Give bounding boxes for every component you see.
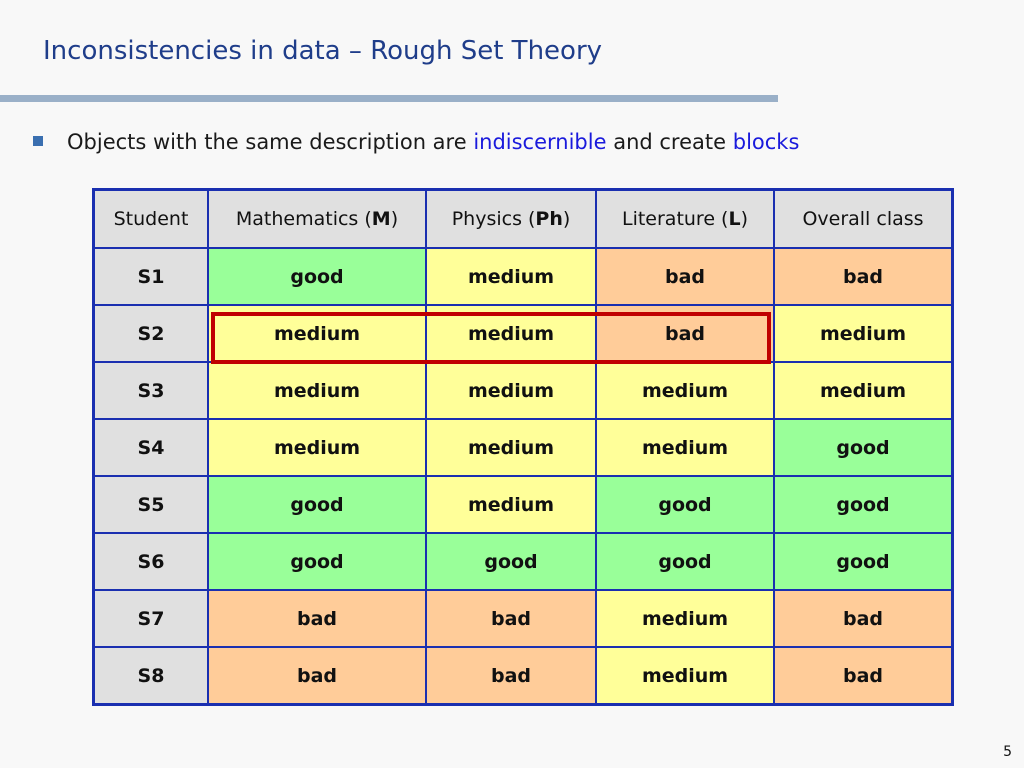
header-physics-label: Physics ( <box>451 208 536 230</box>
table-header-row: Student Mathematics (M) Physics (Ph) Lit… <box>92 188 954 249</box>
grade-cell: medium <box>207 361 427 420</box>
header-literature: Literature (L) <box>595 188 775 249</box>
table-row: S6 good good good good <box>92 532 954 591</box>
student-id-cell: S5 <box>92 475 209 534</box>
bullet-text-middle: and create <box>606 130 733 154</box>
grade-cell: medium <box>595 646 775 706</box>
grade-cell: good <box>207 247 427 306</box>
grade-cell: medium <box>425 361 597 420</box>
grade-cell: bad <box>773 247 954 306</box>
header-physics: Physics (Ph) <box>425 188 597 249</box>
header-physics-close: ) <box>562 208 571 230</box>
square-bullet-icon <box>33 136 43 146</box>
grade-cell: medium <box>425 304 597 363</box>
table-row: S2 medium medium bad medium <box>92 304 954 363</box>
header-literature-label: Literature ( <box>621 208 729 230</box>
table-row: S5 good medium good good <box>92 475 954 534</box>
keyword-blocks: blocks <box>732 130 800 154</box>
table-row: S3 medium medium medium medium <box>92 361 954 420</box>
student-id-cell: S6 <box>92 532 209 591</box>
keyword-indiscernible: indiscernible <box>473 130 607 154</box>
grade-cell: bad <box>595 247 775 306</box>
grade-cell: bad <box>773 646 954 706</box>
student-id-cell: S8 <box>92 646 209 706</box>
grade-cell: medium <box>595 361 775 420</box>
grade-cell: medium <box>773 304 954 363</box>
student-id-cell: S4 <box>92 418 209 477</box>
table-body: S1 good medium bad bad S2 medium medium bad mediu… <box>92 247 954 706</box>
grade-cell: medium <box>425 475 597 534</box>
table-row: S1 good medium bad bad <box>92 247 954 306</box>
grade-cell: good <box>773 475 954 534</box>
grade-cell: medium <box>207 304 427 363</box>
header-math-label: Mathematics ( <box>235 208 372 230</box>
header-student: Student <box>92 188 209 249</box>
header-math-close: ) <box>390 208 399 230</box>
header-literature-abbr: L <box>728 208 741 230</box>
bullet-point: Objects with the same description are in… <box>33 130 799 154</box>
header-physics-abbr: Ph <box>535 208 563 230</box>
grade-cell: medium <box>595 418 775 477</box>
grade-cell: good <box>773 532 954 591</box>
grade-cell: medium <box>425 418 597 477</box>
title-underline <box>0 95 778 102</box>
bullet-text-start: Objects with the same description are <box>67 130 474 154</box>
table-row: S4 medium medium medium good <box>92 418 954 477</box>
student-grades-table: Student Mathematics (M) Physics (Ph) Lit… <box>92 188 954 706</box>
student-id-cell: S3 <box>92 361 209 420</box>
header-mathematics: Mathematics (M) <box>207 188 427 249</box>
student-id-cell: S1 <box>92 247 209 306</box>
grade-cell: good <box>207 475 427 534</box>
grade-cell: good <box>773 418 954 477</box>
slide-title: Inconsistencies in data – Rough Set Theo… <box>43 36 603 66</box>
grade-cell: good <box>207 532 427 591</box>
header-math-abbr: M <box>371 208 391 230</box>
grade-cell: bad <box>425 589 597 648</box>
grade-cell: good <box>595 532 775 591</box>
grade-cell: bad <box>207 589 427 648</box>
table-row: S8 bad bad medium bad <box>92 646 954 706</box>
grade-cell: bad <box>207 646 427 706</box>
grade-cell: medium <box>595 589 775 648</box>
grade-cell: bad <box>595 304 775 363</box>
header-literature-close: ) <box>740 208 749 230</box>
header-overall-class: Overall class <box>773 188 954 249</box>
grade-cell: medium <box>425 247 597 306</box>
grade-cell: good <box>425 532 597 591</box>
grade-cell: bad <box>773 589 954 648</box>
grade-cell: medium <box>773 361 954 420</box>
page-number: 5 <box>1003 744 1012 760</box>
student-id-cell: S7 <box>92 589 209 648</box>
grade-cell: bad <box>425 646 597 706</box>
grade-cell: medium <box>207 418 427 477</box>
student-id-cell: S2 <box>92 304 209 363</box>
table-row: S7 bad bad medium bad <box>92 589 954 648</box>
grade-cell: good <box>595 475 775 534</box>
